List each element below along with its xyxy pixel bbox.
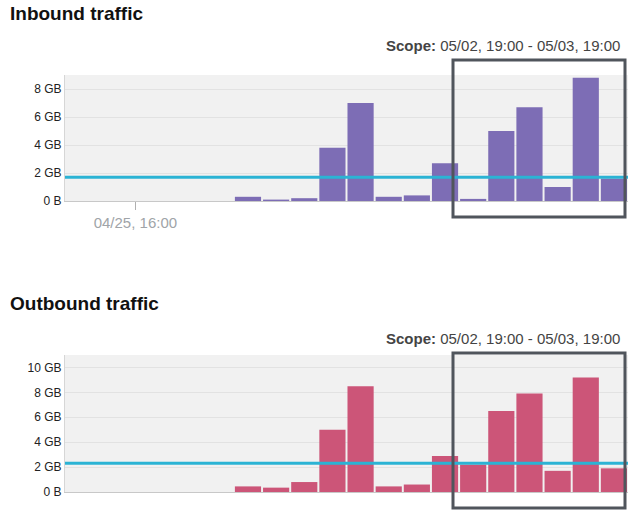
svg-text:4 GB: 4 GB (34, 138, 61, 152)
svg-text:6 GB: 6 GB (34, 410, 61, 424)
svg-text:04/25, 16:00: 04/25, 16:00 (94, 214, 177, 231)
svg-text:8 GB: 8 GB (34, 82, 61, 96)
svg-text:4 GB: 4 GB (34, 435, 61, 449)
svg-text:0 B: 0 B (44, 485, 62, 499)
svg-text:6 GB: 6 GB (34, 110, 61, 124)
svg-text:Scope: 05/02, 19:00 - 05/03, 1: Scope: 05/02, 19:00 - 05/03, 19:00 (386, 330, 620, 347)
svg-text:2 GB: 2 GB (34, 460, 61, 474)
svg-text:10 GB: 10 GB (28, 361, 62, 375)
svg-text:0 B: 0 B (44, 194, 62, 208)
svg-text:2 GB: 2 GB (34, 166, 61, 180)
svg-text:Scope: 05/02, 19:00 - 05/03, 1: Scope: 05/02, 19:00 - 05/03, 19:00 (386, 37, 620, 54)
svg-text:8 GB: 8 GB (34, 386, 61, 400)
svg-text:Inbound traffic: Inbound traffic (10, 3, 143, 24)
svg-text:Outbound traffic: Outbound traffic (10, 293, 159, 314)
